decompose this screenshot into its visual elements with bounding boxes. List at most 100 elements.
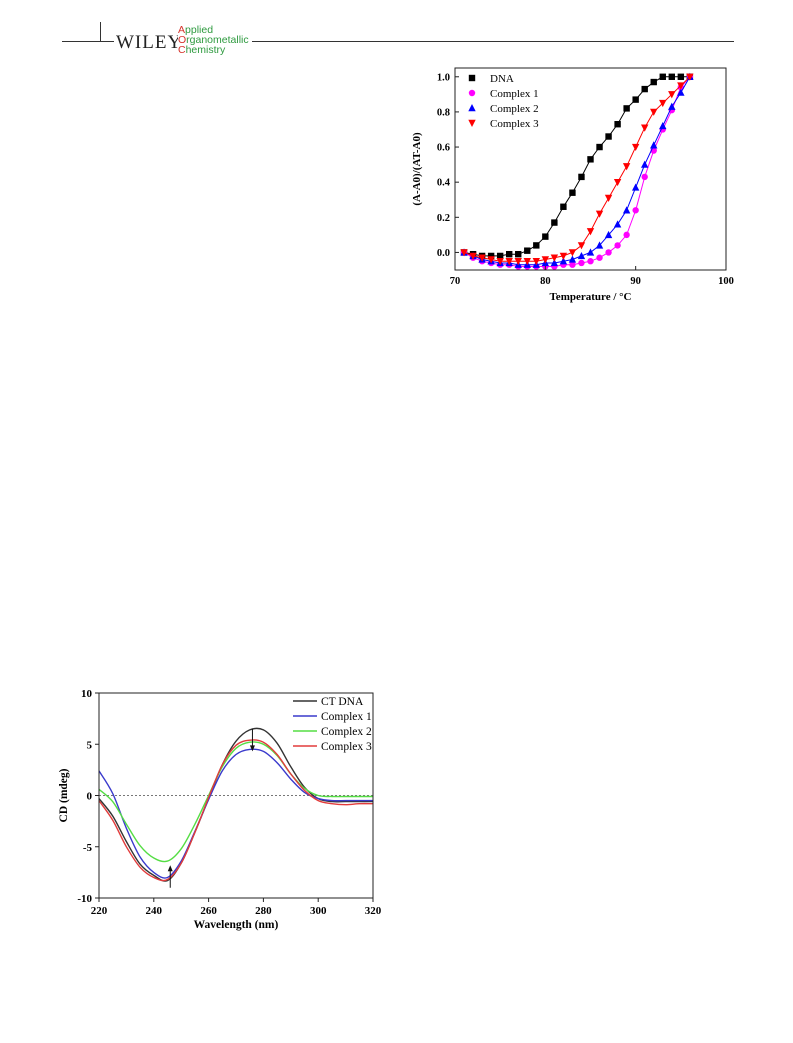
y-tick-label: 0.8	[437, 107, 450, 118]
data-point	[605, 249, 612, 256]
legend-label: Complex 3	[321, 741, 372, 753]
data-point	[605, 133, 612, 140]
data-point	[550, 254, 559, 262]
data-point	[487, 256, 495, 264]
data-point	[641, 173, 648, 181]
data-point	[568, 255, 577, 263]
publisher-logo: WILEY	[114, 32, 185, 54]
data-point	[524, 247, 531, 254]
legend-label: CT DNA	[321, 696, 364, 708]
legend-label: Complex 3	[490, 118, 539, 130]
legend-label: Complex 2	[490, 103, 539, 115]
x-tick-label: 90	[630, 276, 641, 287]
data-point	[659, 99, 667, 108]
series-line-complex-1	[98, 748, 373, 879]
data-point	[578, 173, 585, 181]
data-point	[623, 231, 630, 239]
data-point	[641, 85, 648, 93]
data-point	[677, 82, 685, 90]
data-point	[677, 73, 685, 80]
y-tick-label: 10	[81, 688, 93, 700]
y-tick-label: 5	[87, 739, 93, 751]
data-point	[496, 258, 504, 266]
y-tick-label: 0.0	[437, 248, 450, 259]
data-point	[622, 163, 631, 171]
data-point	[631, 183, 640, 191]
data-point	[604, 194, 613, 202]
data-point	[632, 207, 639, 214]
x-axis-label: Wavelength (nm)	[194, 919, 279, 931]
data-point	[632, 96, 639, 103]
plot-frame	[454, 67, 727, 271]
cd-spectra-chart: 220 240 260 280 300 320 -10 -5 0 5 10 Wavelength (n…	[58, 688, 382, 931]
data-point	[641, 124, 649, 132]
page-number-bar	[100, 22, 101, 42]
data-point	[596, 254, 603, 261]
y-axis-label: (A-A0)/(AT-A0)	[411, 132, 423, 206]
legend-label: DNA	[490, 73, 514, 85]
x-tick-label: 280	[255, 905, 272, 917]
journal-name: Applied Organometallic Chemistry	[178, 25, 252, 55]
x-axis-label: Temperature / °C	[549, 291, 631, 303]
data-point	[623, 105, 630, 112]
series-line-complex-3	[98, 739, 374, 882]
data-point	[506, 250, 513, 258]
data-point	[614, 121, 621, 128]
data-point	[505, 258, 513, 266]
data-point	[577, 242, 586, 250]
trend-arrow-head	[167, 865, 173, 872]
data-point	[650, 108, 658, 116]
y-tick-label: 0.6	[437, 143, 450, 154]
data-point	[533, 242, 540, 249]
legend: CT DNA Complex 1 Complex 2 Complex 3	[293, 696, 372, 753]
data-point	[542, 233, 549, 240]
data-point	[550, 258, 559, 267]
legend-marker	[468, 89, 476, 97]
data-point	[532, 258, 540, 266]
series-line-ct-dna	[98, 727, 373, 882]
data-point	[523, 258, 531, 266]
data-point	[559, 257, 568, 265]
data-point	[586, 248, 595, 256]
y-tick-label: -10	[77, 893, 92, 905]
data-point	[614, 242, 621, 249]
data-point	[587, 156, 594, 163]
x-tick-label: 300	[310, 905, 327, 917]
data-point	[487, 252, 495, 260]
data-point	[577, 251, 586, 260]
journal-line-2: Organometallic	[178, 34, 249, 46]
data-point	[469, 252, 477, 260]
data-point	[514, 258, 522, 266]
x-tick-label: 220	[91, 905, 108, 917]
legend-marker	[468, 104, 476, 112]
data-point	[460, 249, 468, 257]
data-point	[613, 220, 622, 228]
data-point	[613, 178, 622, 187]
data-point	[650, 141, 658, 149]
legend-marker	[468, 74, 476, 82]
trend-arrow-head	[249, 745, 255, 752]
data-point	[668, 102, 676, 110]
series-complex-3	[460, 73, 694, 266]
data-point	[659, 73, 666, 80]
legend-label: Complex 1	[490, 88, 539, 100]
data-point	[569, 261, 576, 268]
legend-marker	[468, 119, 476, 127]
data-point	[587, 258, 594, 265]
page-header: WILEY Applied Organometallic Chemistry	[0, 0, 793, 60]
data-point	[560, 203, 567, 210]
y-axis-label: CD (mdeg)	[58, 768, 70, 822]
data-point	[578, 259, 585, 267]
data-point	[595, 210, 604, 218]
x-tick-label: 260	[200, 905, 217, 917]
x-tick-label: 240	[146, 905, 163, 917]
y-tick-label: -5	[83, 842, 93, 854]
legend-label: Complex 2	[321, 726, 372, 738]
x-tick-label: 320	[365, 905, 382, 917]
journal-line-3: Chemistry	[178, 44, 226, 56]
data-point	[586, 228, 595, 236]
x-tick-label: 70	[450, 276, 461, 287]
data-point	[541, 256, 550, 264]
data-point	[551, 219, 558, 226]
data-point	[631, 143, 640, 152]
